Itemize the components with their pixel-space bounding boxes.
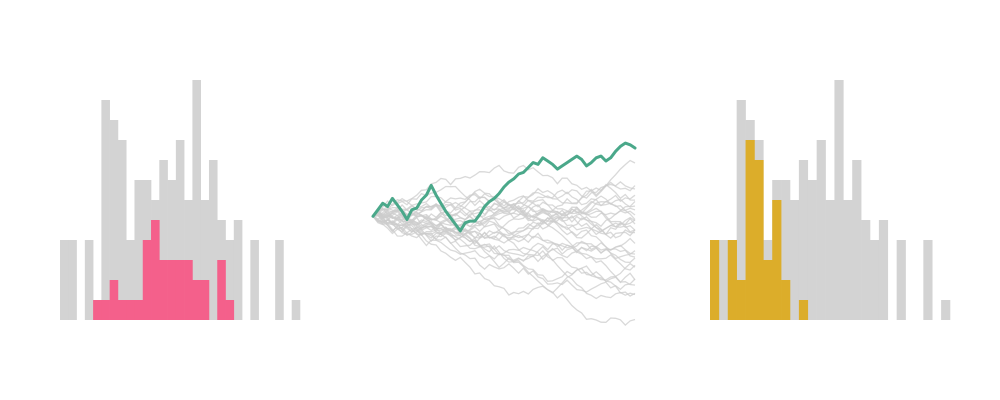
background-path-line — [372, 201, 636, 251]
left-histogram-context-bar — [84, 240, 94, 320]
right-histogram-context-bar — [807, 180, 817, 320]
left-histogram-context-bar — [167, 180, 177, 320]
left-histogram-highlight-bar — [225, 300, 235, 320]
left-histogram-context-bar — [101, 100, 110, 320]
right-histogram-context-bar — [781, 180, 791, 320]
left-histogram-context-bar — [233, 220, 243, 320]
left-histogram-highlight-bar — [175, 260, 185, 320]
right-histogram-context-bar — [861, 220, 871, 320]
left-histogram-context-bar — [225, 240, 235, 320]
left-histogram-context-bar — [291, 300, 301, 320]
left-histogram-context-bar — [159, 160, 168, 320]
right-histogram-context-bar — [923, 240, 933, 320]
left-histogram-highlight-bar — [167, 260, 177, 320]
left-histogram-context-bar — [117, 140, 127, 320]
right-histogram-highlight-bar — [772, 200, 782, 320]
left-histogram-context-bar — [68, 240, 77, 320]
left-histogram-highlight-bar — [93, 300, 102, 320]
background-path-line — [372, 209, 636, 241]
background-path-line — [372, 200, 636, 226]
background-path-line — [372, 195, 636, 239]
right-histogram-highlight-bar — [798, 300, 809, 320]
right-histogram-context-bar — [834, 80, 844, 320]
left-histogram-highlight-bar — [117, 300, 127, 320]
background-path-line — [372, 215, 636, 293]
left-histogram-context-bar — [192, 80, 201, 320]
left-histogram-context-bar — [109, 120, 119, 320]
left-histogram-context-bar — [126, 240, 135, 320]
right-histogram-context-bar — [896, 240, 906, 320]
left-histogram-highlight-bar — [101, 300, 110, 320]
right-histogram-context-bar — [825, 200, 835, 320]
background-path-line — [372, 207, 636, 243]
right-histogram-highlight-bar — [727, 240, 737, 320]
background-path-line — [372, 207, 636, 264]
right-histogram-highlight-bar — [754, 160, 764, 320]
right-histogram-highlight-bar — [745, 140, 755, 320]
left-histogram-highlight-bar — [159, 260, 168, 320]
left-histogram-highlight-bar — [217, 260, 226, 320]
right-histogram-context-bar — [941, 300, 951, 320]
left-histogram-highlight-bar — [192, 280, 201, 320]
right-histogram-context-bar — [843, 200, 853, 320]
background-path-line — [372, 188, 635, 239]
background-path-line — [372, 215, 636, 297]
left-histogram-context-bar — [250, 240, 259, 320]
right-histogram-context-bar — [718, 240, 729, 320]
left-histogram-highlight-bar — [126, 300, 135, 320]
highlight-path-line — [371, 141, 637, 233]
left-histogram-context-bar — [175, 140, 185, 320]
right-histogram-context-bar — [870, 240, 880, 320]
left-histogram-highlight-bar — [142, 240, 152, 320]
right-histogram-context-bar — [736, 100, 746, 320]
right-histogram-context-bar — [798, 160, 809, 320]
left-histogram-context-bar — [60, 240, 69, 320]
left-histogram-context-bar — [134, 180, 144, 320]
left-histogram-highlight-bar — [109, 280, 119, 320]
right-histogram-highlight-bar — [763, 260, 773, 320]
right-histogram-highlight-bar — [710, 240, 720, 320]
right-histogram-context-bar — [852, 160, 862, 320]
left-histogram-context-bar — [208, 160, 218, 320]
left-histogram-highlight-bar — [200, 280, 210, 320]
right-histogram-highlight-bar — [781, 280, 791, 320]
left-histogram-context-bar — [275, 240, 284, 320]
left-histogram-panel — [60, 80, 301, 320]
left-histogram-highlight-bar — [151, 220, 160, 320]
middle-paths-panel — [371, 141, 637, 327]
left-histogram-context-bar — [200, 200, 210, 320]
background-path-line — [372, 185, 636, 217]
right-histogram-context-bar — [878, 220, 889, 320]
right-histogram-context-bar — [790, 200, 800, 320]
left-histogram-highlight-bar — [134, 300, 144, 320]
right-histogram-panel — [710, 80, 951, 320]
right-histogram-highlight-bar — [736, 280, 746, 320]
right-histogram-context-bar — [816, 140, 826, 320]
left-histogram-highlight-bar — [184, 260, 193, 320]
